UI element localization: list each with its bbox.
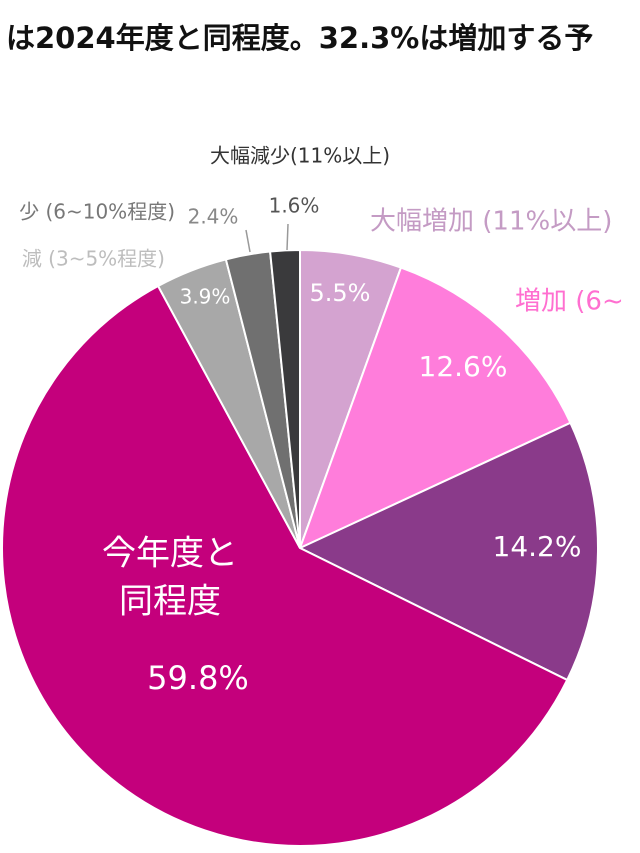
slices [1,248,599,847]
category-label: 増加 (6~ [515,287,624,317]
category-label: 今年度と [102,534,238,574]
value-label: 3.9% [180,285,231,309]
pie-slice [297,421,599,682]
pie-slice [1,284,569,847]
leader-line [245,229,251,253]
pie-slice [298,266,572,550]
chart-title: は2024年度と同程度。32.3%は増加する予 [6,21,593,55]
value-label: 14.2% [493,530,582,563]
pie-slice [268,248,301,549]
value-label: 5.5% [310,279,371,307]
value-label: 2.4% [188,205,239,229]
category-label: 少 (6~10%程度) [19,200,175,224]
value-label: 59.8% [147,659,249,697]
category-label: 大幅減少(11%以上) [210,144,390,168]
leader-line [286,223,289,251]
category-label: 減 (3~5%程度) [22,247,165,271]
category-label: 大幅増加 (11%以上) [370,207,612,237]
value-label: 1.6% [269,194,320,218]
category-label: 同程度 [119,582,221,622]
value-label: 12.6% [419,350,508,383]
